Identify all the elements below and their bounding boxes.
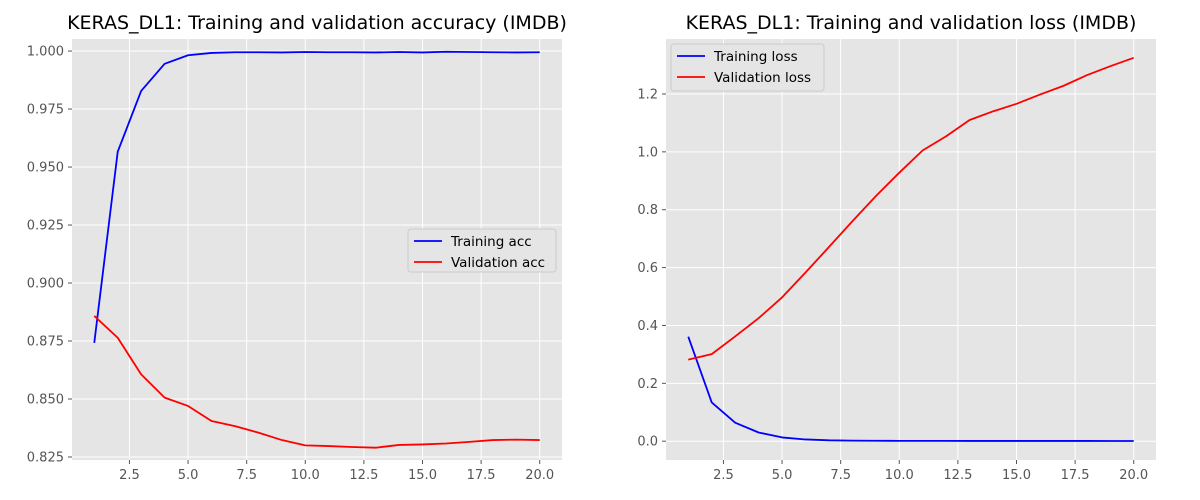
x-tick-label: 2.5 xyxy=(713,468,734,483)
y-tick-label: 0.925 xyxy=(27,219,64,234)
x-tick-label: 20.0 xyxy=(525,468,554,483)
x-tick-label: 20.0 xyxy=(1119,468,1148,483)
y-tick-label: 1.000 xyxy=(27,45,64,60)
y-tick-label: 0.0 xyxy=(637,435,658,450)
y-tick-label: 0.900 xyxy=(27,277,64,292)
x-tick-label: 15.0 xyxy=(1002,468,1031,483)
x-tick-label: 5.0 xyxy=(772,468,793,483)
legend: Training acc Validation acc xyxy=(407,228,557,273)
loss-chart: KERAS_DL1: Training and validation loss … xyxy=(637,12,1156,483)
series-line-validation-loss xyxy=(688,56,1135,361)
x-tick-label: 12.5 xyxy=(943,468,972,483)
x-tick-label: 5.0 xyxy=(178,468,199,483)
y-tick-label: 0.875 xyxy=(27,335,64,350)
y-tick-label: 0.950 xyxy=(27,161,64,176)
x-tick-label: 10.0 xyxy=(885,468,914,483)
x-tick-label: 10.0 xyxy=(291,468,320,483)
x-tick-label: 2.5 xyxy=(119,468,140,483)
chart-title: KERAS_DL1: Training and validation loss … xyxy=(686,12,1137,34)
series-line-training-acc xyxy=(93,50,540,343)
x-tick-label: 17.5 xyxy=(467,468,496,483)
x-tick-label: 7.5 xyxy=(236,468,257,483)
y-tick-label: 0.8 xyxy=(637,203,658,218)
legend-label: Validation acc xyxy=(451,255,545,271)
y-tick-label: 0.4 xyxy=(637,319,658,334)
chart-title: KERAS_DL1: Training and validation accur… xyxy=(67,12,567,34)
series-line-validation-acc xyxy=(93,315,540,449)
y-tick-label: 0.6 xyxy=(637,261,658,276)
plot-area xyxy=(666,39,1156,460)
x-tick-label: 17.5 xyxy=(1061,468,1090,483)
legend-label: Training loss xyxy=(713,49,798,65)
series-line-training-loss xyxy=(687,336,1134,442)
legend-box xyxy=(407,228,557,273)
y-tick-label: 0.850 xyxy=(27,392,64,407)
legend: Training loss Validation loss xyxy=(670,43,825,92)
y-tick-label: 0.975 xyxy=(27,103,64,118)
legend-label: Validation loss xyxy=(714,70,811,86)
accuracy-chart: KERAS_DL1: Training and validation accur… xyxy=(27,12,567,483)
y-tick-label: 1.0 xyxy=(637,145,658,160)
y-tick-label: 1.2 xyxy=(637,87,658,102)
x-tick-label: 15.0 xyxy=(408,468,437,483)
legend-box xyxy=(670,43,825,92)
y-tick-label: 0.2 xyxy=(637,377,658,392)
x-tick-label: 12.5 xyxy=(349,468,378,483)
x-tick-label: 7.5 xyxy=(830,468,851,483)
legend-label: Training acc xyxy=(450,234,532,250)
y-tick-label: 0.825 xyxy=(27,450,64,465)
